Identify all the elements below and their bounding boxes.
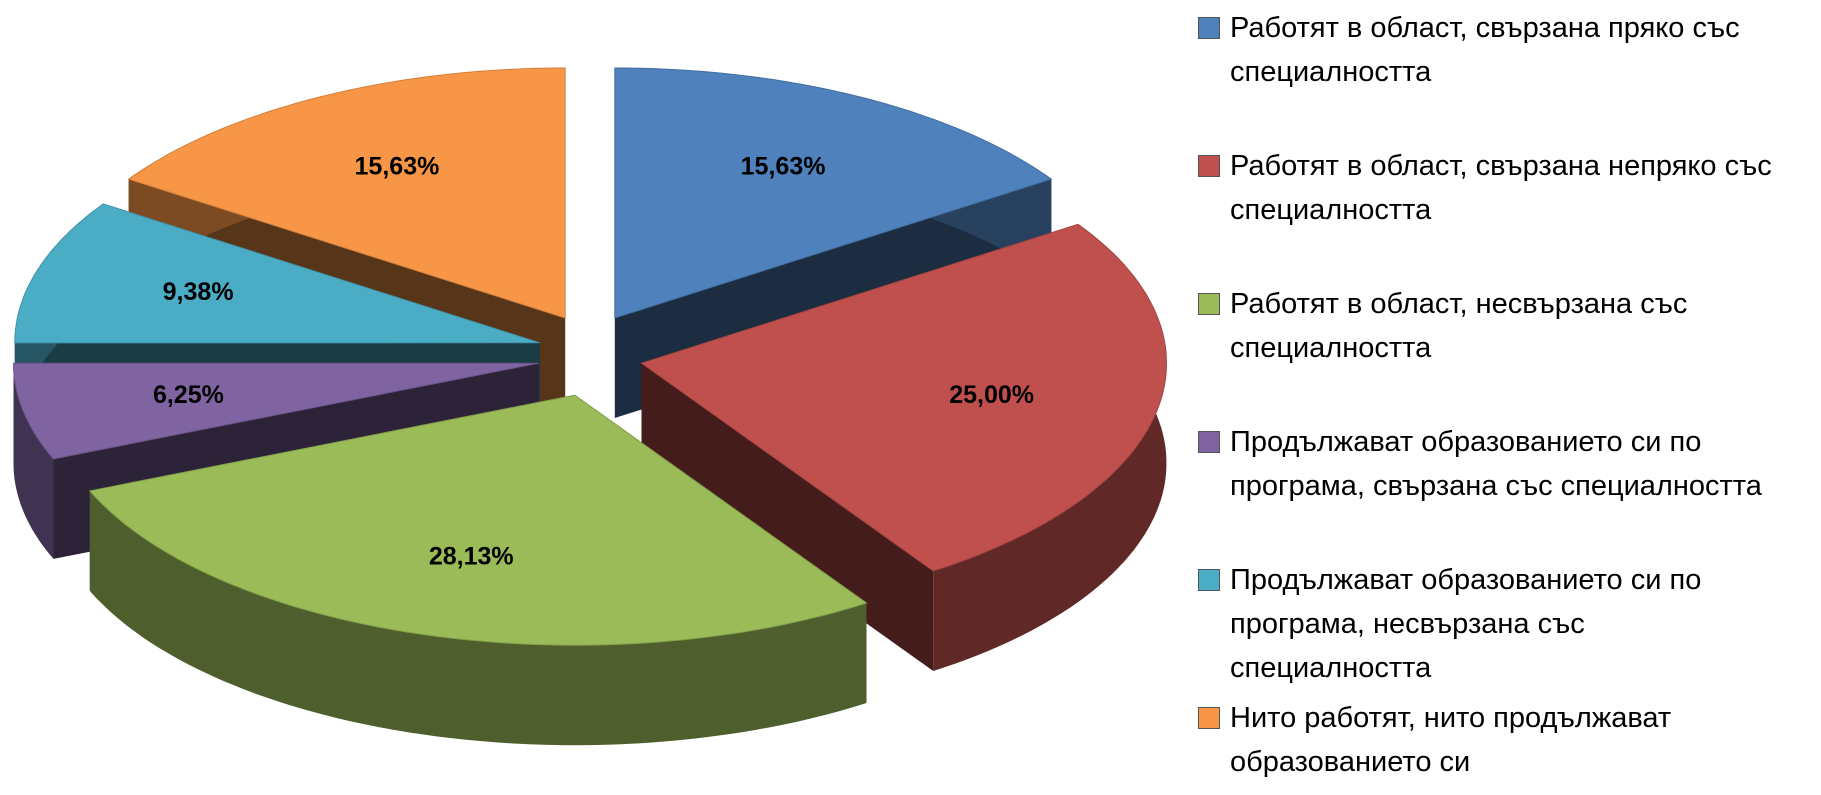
legend-label: Работят в област, несвързана със специал…: [1230, 288, 1688, 364]
data-label: 15,63%: [741, 153, 826, 181]
legend-label: Продължават образованието си по програма…: [1230, 426, 1762, 502]
legend-item: Работят в област, свързана непряко със с…: [1198, 144, 1798, 232]
legend-item: Продължават образованието си по програма…: [1198, 558, 1798, 690]
slice-top: [614, 67, 1053, 319]
legend-swatch: [1198, 17, 1220, 39]
legend-swatch: [1198, 293, 1220, 315]
legend-label: Нито работят, нито продължават образован…: [1230, 702, 1672, 778]
legend-item: Работят в област, несвързана със специал…: [1198, 282, 1798, 370]
data-label: 28,13%: [429, 542, 514, 570]
legend-item: Нито работят, нито продължават образован…: [1198, 696, 1798, 784]
slice-wall: [89, 490, 867, 746]
data-label: 25,00%: [949, 381, 1034, 409]
slice-top: [640, 223, 1167, 572]
slice-top: [13, 362, 539, 460]
data-label: 9,38%: [163, 278, 234, 306]
legend-label: Работят в област, свързана пряко със спе…: [1230, 12, 1740, 88]
legend-swatch: [1198, 707, 1220, 729]
legend-swatch: [1198, 431, 1220, 453]
data-label: 15,63%: [355, 153, 440, 181]
legend-label: Работят в област, свързана непряко със с…: [1230, 150, 1772, 226]
legend-item: Работят в област, свързана пряко със спе…: [1198, 6, 1798, 94]
legend-label: Продължават образованието си по програма…: [1230, 564, 1702, 684]
slice-top: [14, 203, 540, 344]
slice-top: [88, 394, 868, 646]
legend-swatch: [1198, 155, 1220, 177]
legend-item: Продължават образованието си по програма…: [1198, 420, 1798, 508]
data-label: 6,25%: [153, 381, 224, 409]
slice-side: [641, 363, 934, 671]
pie-area: 15,63% 25,00% 28,13% 6,25% 9,38% 15,63%: [13, 67, 1167, 746]
slice-top: [127, 67, 566, 319]
legend-swatch: [1198, 569, 1220, 591]
